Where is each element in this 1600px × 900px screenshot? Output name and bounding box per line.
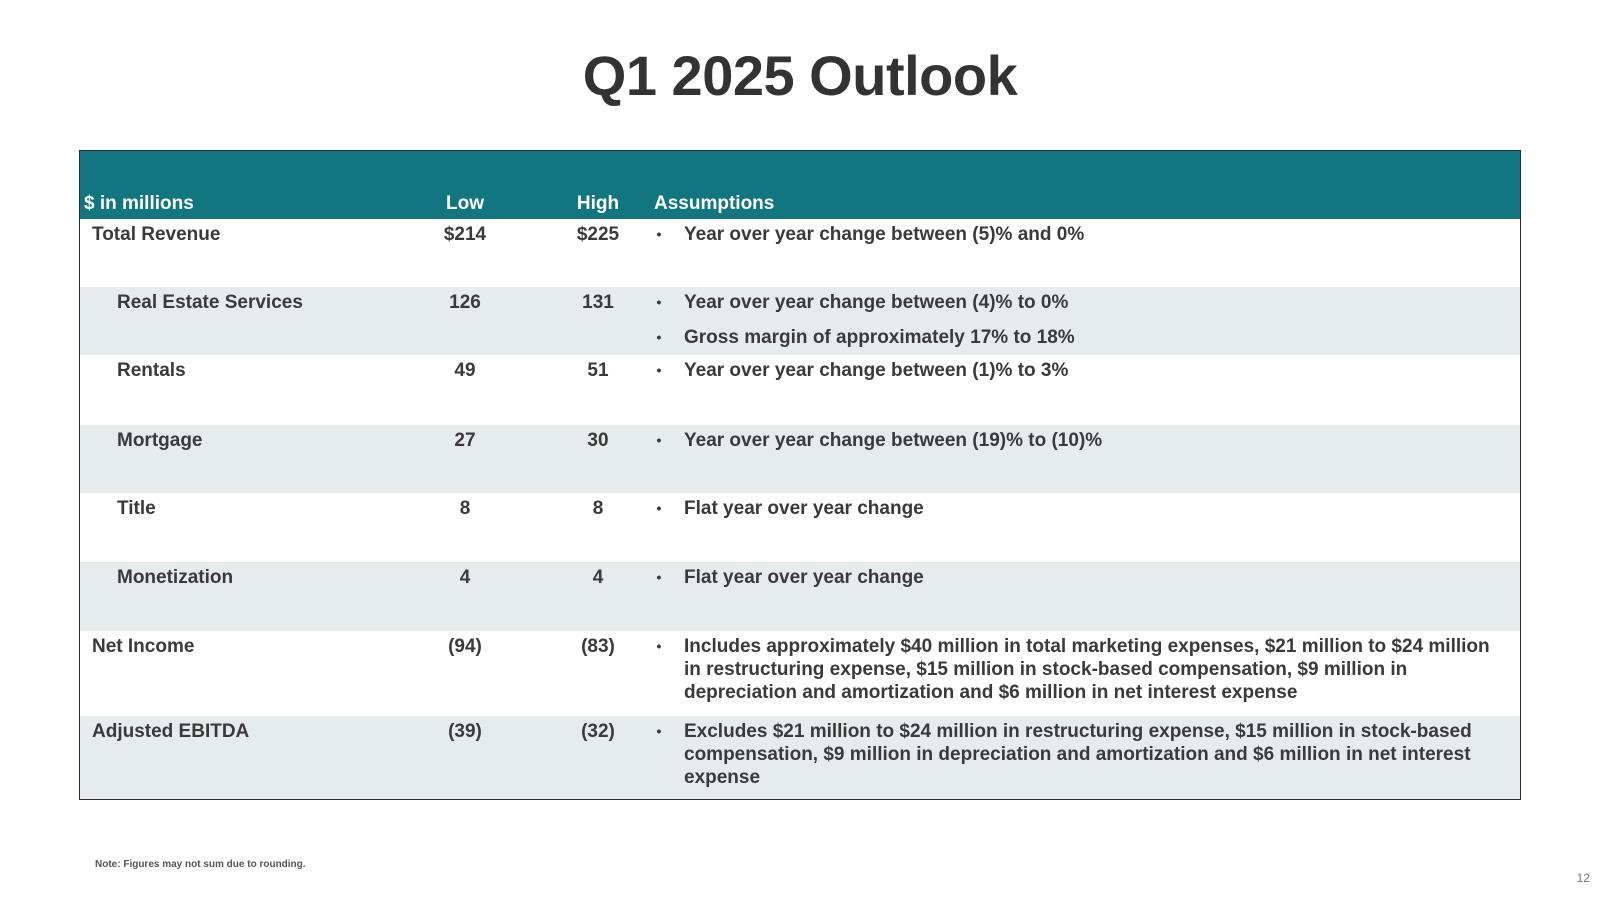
row-high: 30	[587, 430, 609, 451]
table-row: Mortgage 27 30 • Year over year change be…	[80, 425, 1520, 493]
row-high: $225	[576, 224, 620, 245]
assumption-list: • Year over year change between (19)% to …	[654, 429, 1509, 464]
table-row: Real Estate Services 126 131 • Year over …	[80, 287, 1520, 355]
assumption-list: • Includes approximately $40 million in t…	[654, 635, 1509, 716]
row-label: Adjusted EBITDA	[92, 721, 250, 742]
assumption-list: • Flat year over year change	[654, 497, 1509, 532]
assumption-item: • Excludes $21 million to $24 million in …	[654, 720, 1509, 789]
table-header: $ in millions Low High Assumptions	[80, 151, 1520, 219]
row-high: (83)	[581, 636, 615, 657]
assumption-item: • Year over year change between (4)% to 0…	[654, 291, 1509, 314]
table-row: Rentals 49 51 • Year over year change bet…	[80, 355, 1520, 425]
row-high: 131	[582, 292, 614, 313]
assumption-text: Year over year change between (1)% to 3%	[684, 360, 1069, 381]
row-low: 4	[459, 567, 471, 588]
bullet-icon: •	[656, 226, 662, 242]
header-low: Low	[446, 193, 484, 214]
row-low: 49	[454, 360, 476, 381]
bullet-icon: •	[656, 294, 662, 310]
assumption-item: • Flat year over year change	[654, 566, 1509, 589]
bullet-icon: •	[656, 569, 662, 585]
table-row: Net Income (94) (83) • Includes approxima…	[80, 631, 1520, 716]
footnote: Note: Figures may not sum due to roundin…	[95, 859, 306, 870]
assumption-item: • Year over year change between (1)% to 3…	[654, 359, 1509, 382]
table-row: Adjusted EBITDA (39) (32) • Excludes $21 …	[80, 716, 1520, 799]
assumption-list: • Year over year change between (5)% and …	[654, 223, 1509, 258]
assumption-text: Gross margin of approximately 17% to 18%	[684, 327, 1075, 348]
assumption-item: • Year over year change between (19)% to …	[654, 429, 1509, 452]
assumption-text: Includes approximately $40 million in to…	[684, 636, 1490, 703]
header-high: High	[576, 193, 620, 214]
bullet-icon: •	[656, 500, 662, 516]
row-low: (39)	[448, 721, 482, 742]
assumption-text: Flat year over year change	[684, 567, 924, 588]
assumption-list: • Excludes $21 million to $24 million in …	[654, 720, 1509, 799]
assumption-list: • Year over year change between (4)% to 0…	[654, 291, 1509, 361]
table-row: Monetization 4 4 • Flat year over year ch…	[80, 562, 1520, 631]
assumption-text: Flat year over year change	[684, 498, 924, 519]
bullet-icon: •	[656, 723, 662, 739]
header-units: $ in millions	[84, 193, 194, 214]
bullet-icon: •	[656, 329, 662, 345]
row-label: Title	[117, 498, 156, 519]
row-low: 8	[459, 498, 471, 519]
row-low: 27	[454, 430, 476, 451]
row-low: 126	[449, 292, 481, 313]
row-label: Real Estate Services	[117, 292, 303, 313]
table-row: Title 8 8 • Flat year over year change	[80, 493, 1520, 562]
row-label: Monetization	[117, 567, 234, 588]
row-label: Net Income	[92, 636, 195, 657]
bullet-icon: •	[656, 362, 662, 378]
page-number: 12	[1576, 871, 1590, 885]
row-low: $214	[443, 224, 487, 245]
assumption-item: • Includes approximately $40 million in t…	[654, 635, 1509, 704]
assumption-item: • Gross margin of approximately 17% to 18…	[654, 326, 1509, 349]
assumption-text: Year over year change between (4)% to 0%	[684, 292, 1069, 313]
row-label: Rentals	[117, 360, 186, 381]
row-label: Mortgage	[117, 430, 203, 451]
row-high: 8	[592, 498, 604, 519]
assumption-list: • Year over year change between (1)% to 3…	[654, 359, 1509, 394]
table-row: Total Revenue $214 $225 • Year over year …	[80, 219, 1520, 287]
header-assumptions: Assumptions	[654, 193, 775, 214]
assumption-text: Excludes $21 million to $24 million in r…	[684, 721, 1472, 788]
assumption-text: Year over year change between (19)% to (…	[684, 430, 1103, 451]
bullet-icon: •	[656, 638, 662, 654]
row-high: 4	[592, 567, 604, 588]
assumption-list: • Flat year over year change	[654, 566, 1509, 601]
assumption-text: Year over year change between (5)% and 0…	[684, 224, 1085, 245]
outlook-table: $ in millions Low High Assumptions Total…	[79, 150, 1521, 800]
bullet-icon: •	[656, 432, 662, 448]
assumption-item: • Year over year change between (5)% and …	[654, 223, 1509, 246]
row-high: 51	[587, 360, 609, 381]
assumption-item: • Flat year over year change	[654, 497, 1509, 520]
row-high: (32)	[581, 721, 615, 742]
row-label: Total Revenue	[92, 224, 221, 245]
page-title: Q1 2025 Outlook	[582, 44, 1018, 107]
row-low: (94)	[448, 636, 482, 657]
